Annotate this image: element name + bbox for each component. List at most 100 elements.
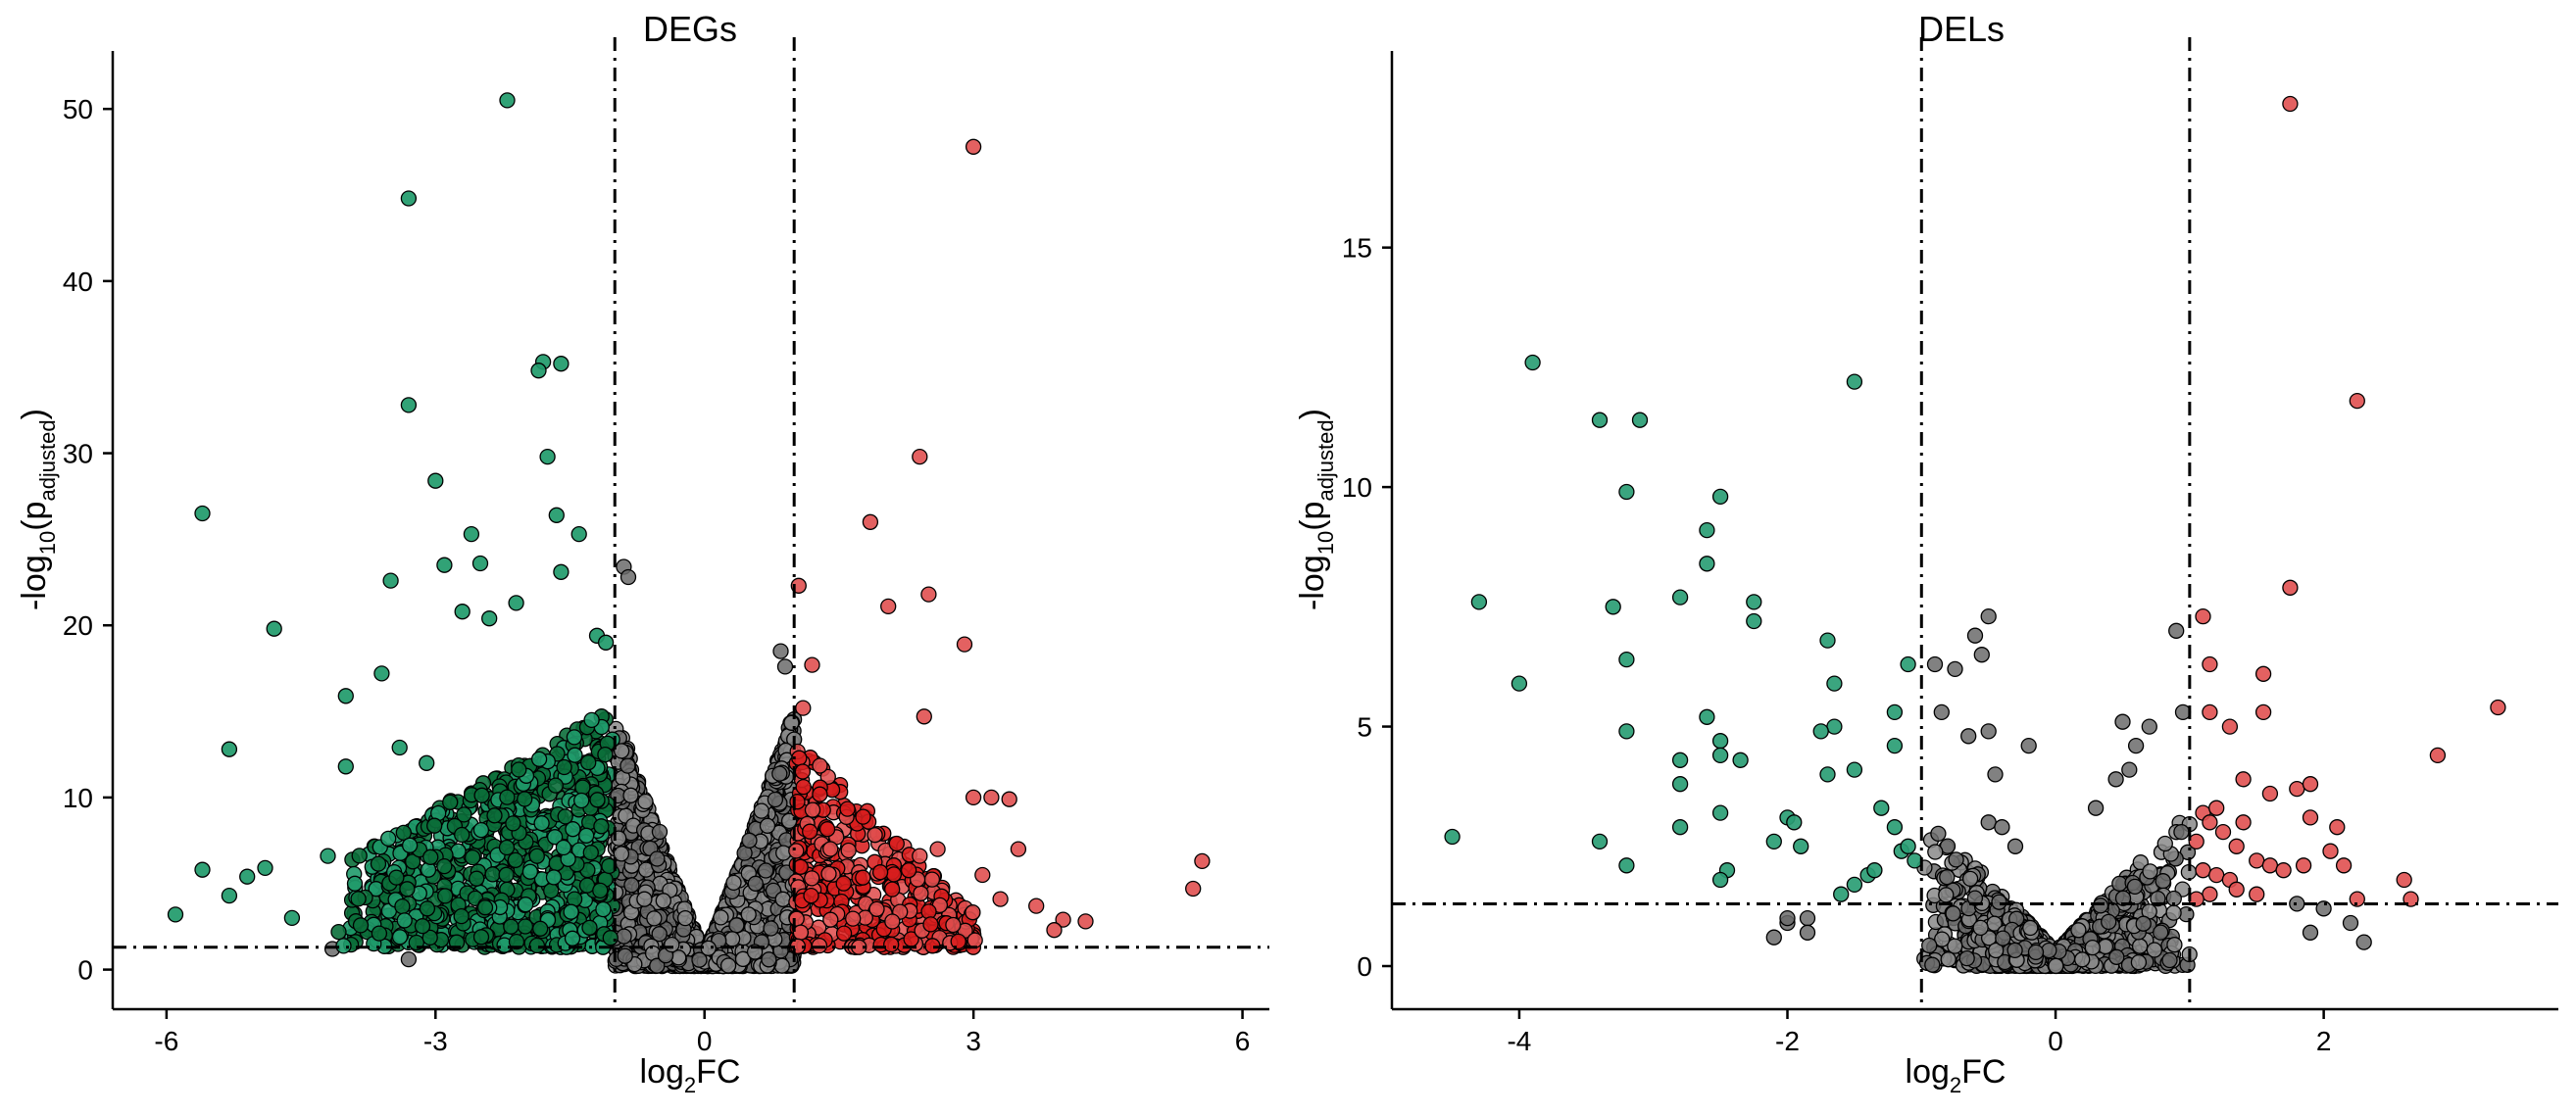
data-point [167, 906, 184, 923]
data-point [437, 888, 454, 904]
data-point [664, 936, 680, 953]
data-point [545, 869, 563, 886]
data-point [1001, 791, 1017, 807]
data-point [556, 758, 572, 776]
data-point [965, 789, 982, 806]
data-point [966, 932, 983, 948]
data-point [547, 777, 564, 794]
data-point [517, 918, 534, 935]
data-point [795, 700, 812, 716]
data-point [868, 900, 885, 917]
data-point [350, 891, 367, 907]
data-point [283, 909, 301, 927]
data-point [804, 801, 821, 818]
data-point [916, 708, 932, 725]
data-point [517, 791, 533, 807]
data-point [592, 882, 609, 899]
data-point [763, 920, 779, 937]
data-point [783, 714, 800, 731]
data-point [773, 957, 790, 974]
y-label-pre: -log [16, 555, 53, 610]
data-point [965, 138, 982, 155]
data-point [508, 595, 524, 611]
data-point [812, 757, 828, 774]
data-point [818, 821, 836, 838]
data-point [929, 841, 946, 857]
chart-title: DEGs [643, 9, 737, 49]
data-point [945, 916, 962, 934]
threshold-lines [113, 37, 1269, 1009]
x-label-main: log [640, 1053, 684, 1091]
x-tick-label: -6 [154, 1026, 178, 1056]
data-point [484, 866, 501, 883]
data-point [221, 887, 238, 904]
data-point [802, 823, 818, 840]
data-point [567, 747, 583, 763]
data-point [346, 875, 364, 892]
data-point [835, 925, 853, 942]
data-point [521, 863, 539, 880]
data-point [481, 610, 498, 627]
data-point [839, 801, 856, 817]
data-point [394, 898, 411, 915]
data-point [725, 874, 742, 892]
data-point [530, 363, 547, 379]
data-point [804, 870, 820, 887]
data-point [1185, 880, 1202, 898]
data-point [396, 912, 413, 929]
data-point [464, 849, 481, 866]
data-point [553, 356, 570, 372]
data-point [920, 586, 937, 603]
ns-points-layer [1765, 607, 2372, 975]
data-point [456, 806, 472, 823]
data-point [557, 808, 573, 825]
data-point [884, 913, 901, 930]
data-point [453, 907, 470, 925]
data-point [582, 845, 599, 861]
data-point [257, 859, 273, 877]
data-point [414, 918, 431, 935]
data-point [794, 763, 812, 780]
data-point [194, 861, 211, 878]
y-tick-label: 0 [77, 955, 93, 986]
data-point [555, 839, 572, 856]
x-label-sub: 2 [684, 1073, 696, 1097]
data-point [923, 871, 941, 888]
data-point [803, 887, 819, 904]
data-point [637, 793, 654, 810]
data-point [912, 848, 928, 864]
data-point [426, 817, 443, 834]
data-point [1046, 922, 1063, 939]
down-points-layer [167, 92, 620, 955]
y-tick-label: 40 [63, 267, 93, 297]
data-point [574, 779, 591, 796]
x-tick-label: 6 [1235, 1026, 1251, 1056]
x-axis-label: log2FC [640, 1053, 741, 1097]
x-tick-label: 3 [966, 1026, 981, 1056]
data-point [578, 827, 595, 844]
data-point [820, 865, 837, 882]
y-label-mid: (p [16, 502, 53, 531]
data-point [728, 917, 745, 934]
data-point [530, 751, 548, 767]
data-point [563, 903, 579, 920]
data-point [812, 786, 828, 802]
data-point [804, 656, 820, 673]
data-point [788, 843, 805, 859]
data-point [1194, 852, 1211, 870]
data-point [564, 930, 581, 946]
y-label-sub1: 10 [35, 531, 60, 555]
data-point [616, 928, 632, 945]
data-point [573, 792, 590, 809]
data-point [472, 821, 490, 839]
data-point [419, 900, 436, 917]
data-point [983, 789, 1000, 806]
y-tick-label: 30 [63, 439, 93, 469]
y-label-post: ) [16, 409, 53, 419]
data-point [795, 778, 812, 796]
data-point [499, 92, 516, 109]
data-point [636, 891, 653, 907]
